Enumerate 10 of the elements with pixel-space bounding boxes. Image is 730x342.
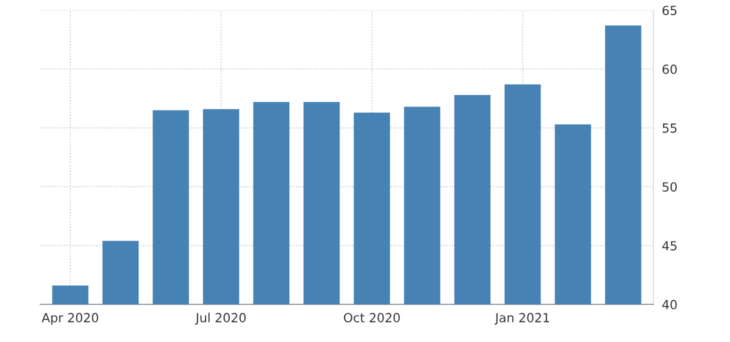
x-tick-label: Jan 2021 — [494, 312, 550, 325]
y-tick-label: 50 — [662, 182, 677, 192]
y-tick-label: 45 — [662, 241, 676, 250]
y-tick-label: 40 — [662, 300, 677, 310]
x-tick-label: Oct 2020 — [344, 312, 400, 322]
x-tick-label: Apr 2020 — [42, 312, 98, 325]
x-tick-label: Jul 2020 — [195, 312, 246, 325]
y-tick-label: 65 — [662, 6, 676, 16]
y-tick-label: 55 — [662, 124, 676, 133]
y-tick-label: 60 — [662, 64, 677, 74]
